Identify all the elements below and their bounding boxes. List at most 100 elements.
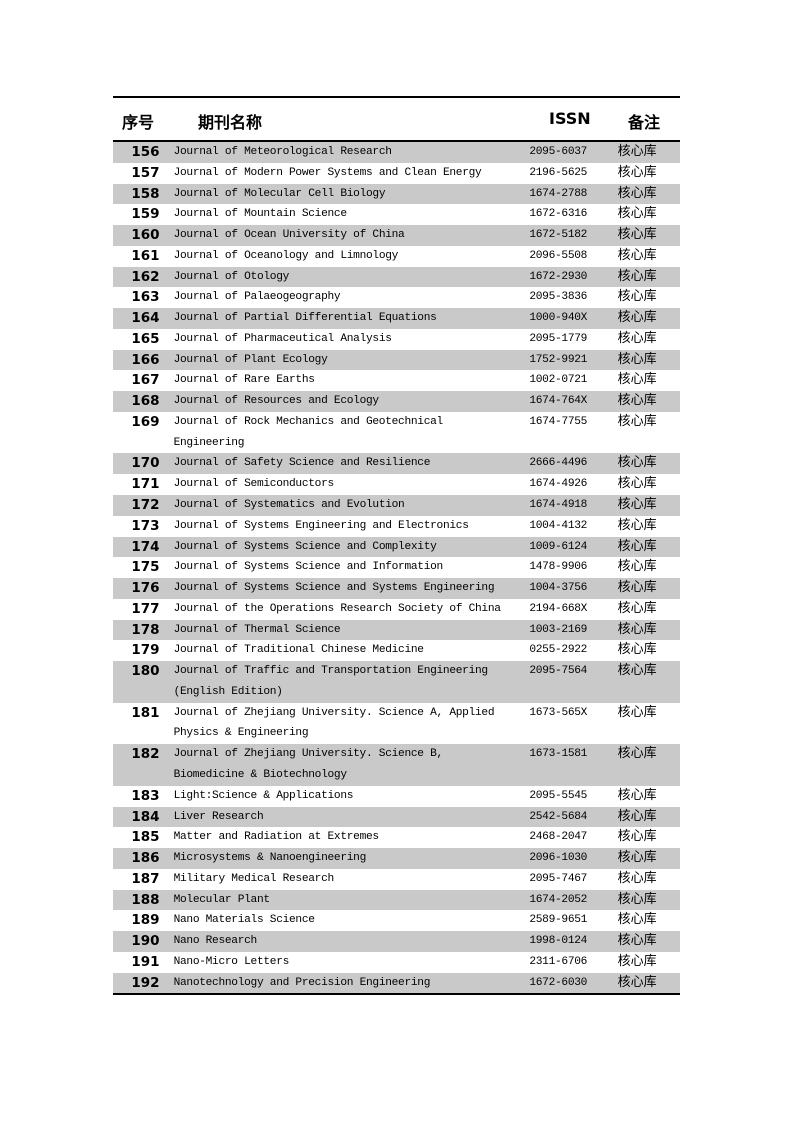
journal-name: Journal of Pharmaceutical Analysis bbox=[173, 332, 392, 345]
table-row: 173 Journal of Systems Engineering and El… bbox=[113, 516, 680, 537]
table-row: 168 Journal of Resources and Ecology 1674-… bbox=[113, 391, 680, 412]
row-number: 182 bbox=[131, 746, 160, 763]
row-number: 183 bbox=[131, 787, 160, 804]
journal-name: Journal of Semiconductors bbox=[173, 478, 335, 491]
note: 核心库 bbox=[617, 476, 657, 492]
table-row: 161 Journal of Oceanology and Limnology 20… bbox=[113, 246, 680, 267]
issn: 2096-5508 bbox=[529, 249, 588, 262]
journal-name: Journal of Oceanology and Limnology bbox=[173, 249, 399, 262]
issn: 1998-0124 bbox=[529, 935, 588, 948]
journal-name: Journal of Resources and Ecology bbox=[173, 395, 380, 408]
table-row: 178 Journal of Thermal Science 1003-2169 核心… bbox=[113, 619, 680, 641]
header-name: 期刊名称 bbox=[198, 113, 263, 132]
journal-name: Journal of Rock Mechanics and Geotechnic… bbox=[173, 415, 444, 449]
note: 核心库 bbox=[617, 829, 657, 845]
note: 核心库 bbox=[617, 870, 657, 886]
table-row: 170 Journal of Safety Science and Resilie… bbox=[113, 453, 680, 475]
note: 核心库 bbox=[617, 497, 657, 513]
row-number: 177 bbox=[131, 600, 160, 617]
issn: 2095-6037 bbox=[529, 146, 588, 158]
row-number: 176 bbox=[131, 580, 160, 597]
journal-name: Journal of Molecular Cell Biology bbox=[173, 187, 386, 200]
row-number: 186 bbox=[131, 850, 160, 867]
table-row: 174 Journal of Systems Science and Comple… bbox=[113, 536, 680, 558]
issn: 1009-6124 bbox=[529, 540, 588, 553]
row-number: 159 bbox=[131, 206, 160, 223]
row-number: 157 bbox=[131, 164, 160, 181]
issn: 0255-2922 bbox=[529, 644, 588, 657]
journal-name: Nanotechnology and Precision Engineering bbox=[173, 976, 431, 989]
issn: 2542-5684 bbox=[529, 810, 588, 823]
table-row: 176 Journal of Systems Science and System… bbox=[113, 578, 680, 599]
note: 核心库 bbox=[617, 517, 657, 533]
row-number: 179 bbox=[131, 642, 160, 659]
note: 核心库 bbox=[617, 891, 657, 907]
issn: 1674-4926 bbox=[529, 478, 588, 491]
row-number: 191 bbox=[131, 953, 160, 970]
table-row: 182 Journal of Zhejiang University. Scien… bbox=[113, 744, 680, 786]
issn: 2095-1779 bbox=[529, 332, 588, 345]
note: 核心库 bbox=[617, 538, 657, 554]
note: 核心库 bbox=[617, 974, 657, 990]
row-number: 192 bbox=[131, 974, 160, 991]
header-issn: ISSN bbox=[549, 109, 591, 128]
note: 核心库 bbox=[617, 289, 657, 305]
issn: 1672-2930 bbox=[529, 270, 588, 283]
table-row: 163 Journal of Palaeogeography 2095-3836 核心… bbox=[113, 287, 680, 308]
row-number: 173 bbox=[131, 517, 160, 534]
issn: 1674-764X bbox=[529, 395, 588, 408]
journal-name: Journal of Traditional Chinese Medicine bbox=[173, 644, 424, 657]
issn: 1674-4918 bbox=[529, 499, 588, 512]
table-row: 157 Journal of Modern Power Systems and C… bbox=[113, 163, 680, 184]
table-row: 185 Matter and Radiation at Extremes 2468-… bbox=[113, 827, 680, 848]
note: 核心库 bbox=[617, 413, 657, 429]
journal-name: Molecular Plant bbox=[173, 893, 271, 906]
note: 核心库 bbox=[617, 351, 657, 367]
journal-name: Journal of Systems Science and Systems E… bbox=[173, 582, 495, 595]
note: 核心库 bbox=[617, 580, 657, 596]
issn: 1674-2788 bbox=[529, 187, 588, 200]
issn: 1752-9921 bbox=[529, 353, 588, 366]
header-no: 序号 bbox=[122, 113, 155, 132]
row-number: 165 bbox=[131, 330, 160, 347]
issn: 2468-2047 bbox=[529, 831, 588, 844]
table-row: 160 Journal of Ocean University of China 1… bbox=[113, 225, 680, 246]
table-row: 172 Journal of Systematics and Evolution 1… bbox=[113, 495, 680, 516]
issn: 1674-2052 bbox=[529, 893, 588, 906]
journal-name: Journal of Plant Ecology bbox=[173, 353, 328, 366]
issn: 1000-940X bbox=[529, 312, 588, 325]
row-number: 169 bbox=[131, 413, 160, 430]
note: 核心库 bbox=[617, 372, 657, 388]
journal-name: Journal of Ocean University of China bbox=[173, 229, 405, 242]
header-note: 备注 bbox=[628, 113, 661, 132]
note: 核心库 bbox=[617, 600, 657, 616]
table-row: 177 Journal of the Operations Research So… bbox=[113, 599, 680, 620]
note: 核心库 bbox=[617, 746, 657, 762]
table-row: 166 Journal of Plant Ecology 1752-9921 核心库 bbox=[113, 349, 680, 371]
journal-name: Journal of Systems Science and Informati… bbox=[173, 561, 444, 574]
note: 核心库 bbox=[617, 808, 657, 824]
issn: 1672-6030 bbox=[529, 976, 588, 989]
note: 核心库 bbox=[617, 247, 657, 263]
note: 核心库 bbox=[617, 330, 657, 346]
row-number: 160 bbox=[131, 227, 160, 244]
issn: 1002-0721 bbox=[529, 374, 588, 387]
row-number: 174 bbox=[131, 538, 160, 555]
table-row: 190 Nano Research 1998-0124 核心库 bbox=[113, 931, 680, 952]
table-row: 180 Journal of Traffic and Transportation… bbox=[113, 661, 680, 703]
table-row: 169 Journal of Rock Mechanics and Geotech… bbox=[113, 412, 680, 454]
note: 核心库 bbox=[617, 185, 657, 201]
table-row: 162 Journal of Otology 1672-2930 核心库 bbox=[113, 266, 680, 288]
row-number: 161 bbox=[131, 247, 160, 264]
journal-name: Microsystems & Nanoengineering bbox=[173, 852, 367, 865]
note: 核心库 bbox=[617, 704, 657, 720]
journal-name: Journal of Zhejiang University. Science … bbox=[173, 706, 495, 740]
issn: 2095-7564 bbox=[529, 665, 588, 678]
row-number: 166 bbox=[131, 351, 160, 368]
note: 核心库 bbox=[617, 912, 657, 928]
table-row: 159 Journal of Mountain Science 1672-6316 核… bbox=[113, 204, 680, 225]
issn: 1672-5182 bbox=[529, 229, 588, 242]
journal-name: Journal of Systems Science and Complexit… bbox=[173, 540, 437, 553]
table-row: 191 Nano-Micro Letters 2311-6706 核心库 bbox=[113, 952, 680, 973]
issn: 2096-1030 bbox=[529, 852, 588, 865]
